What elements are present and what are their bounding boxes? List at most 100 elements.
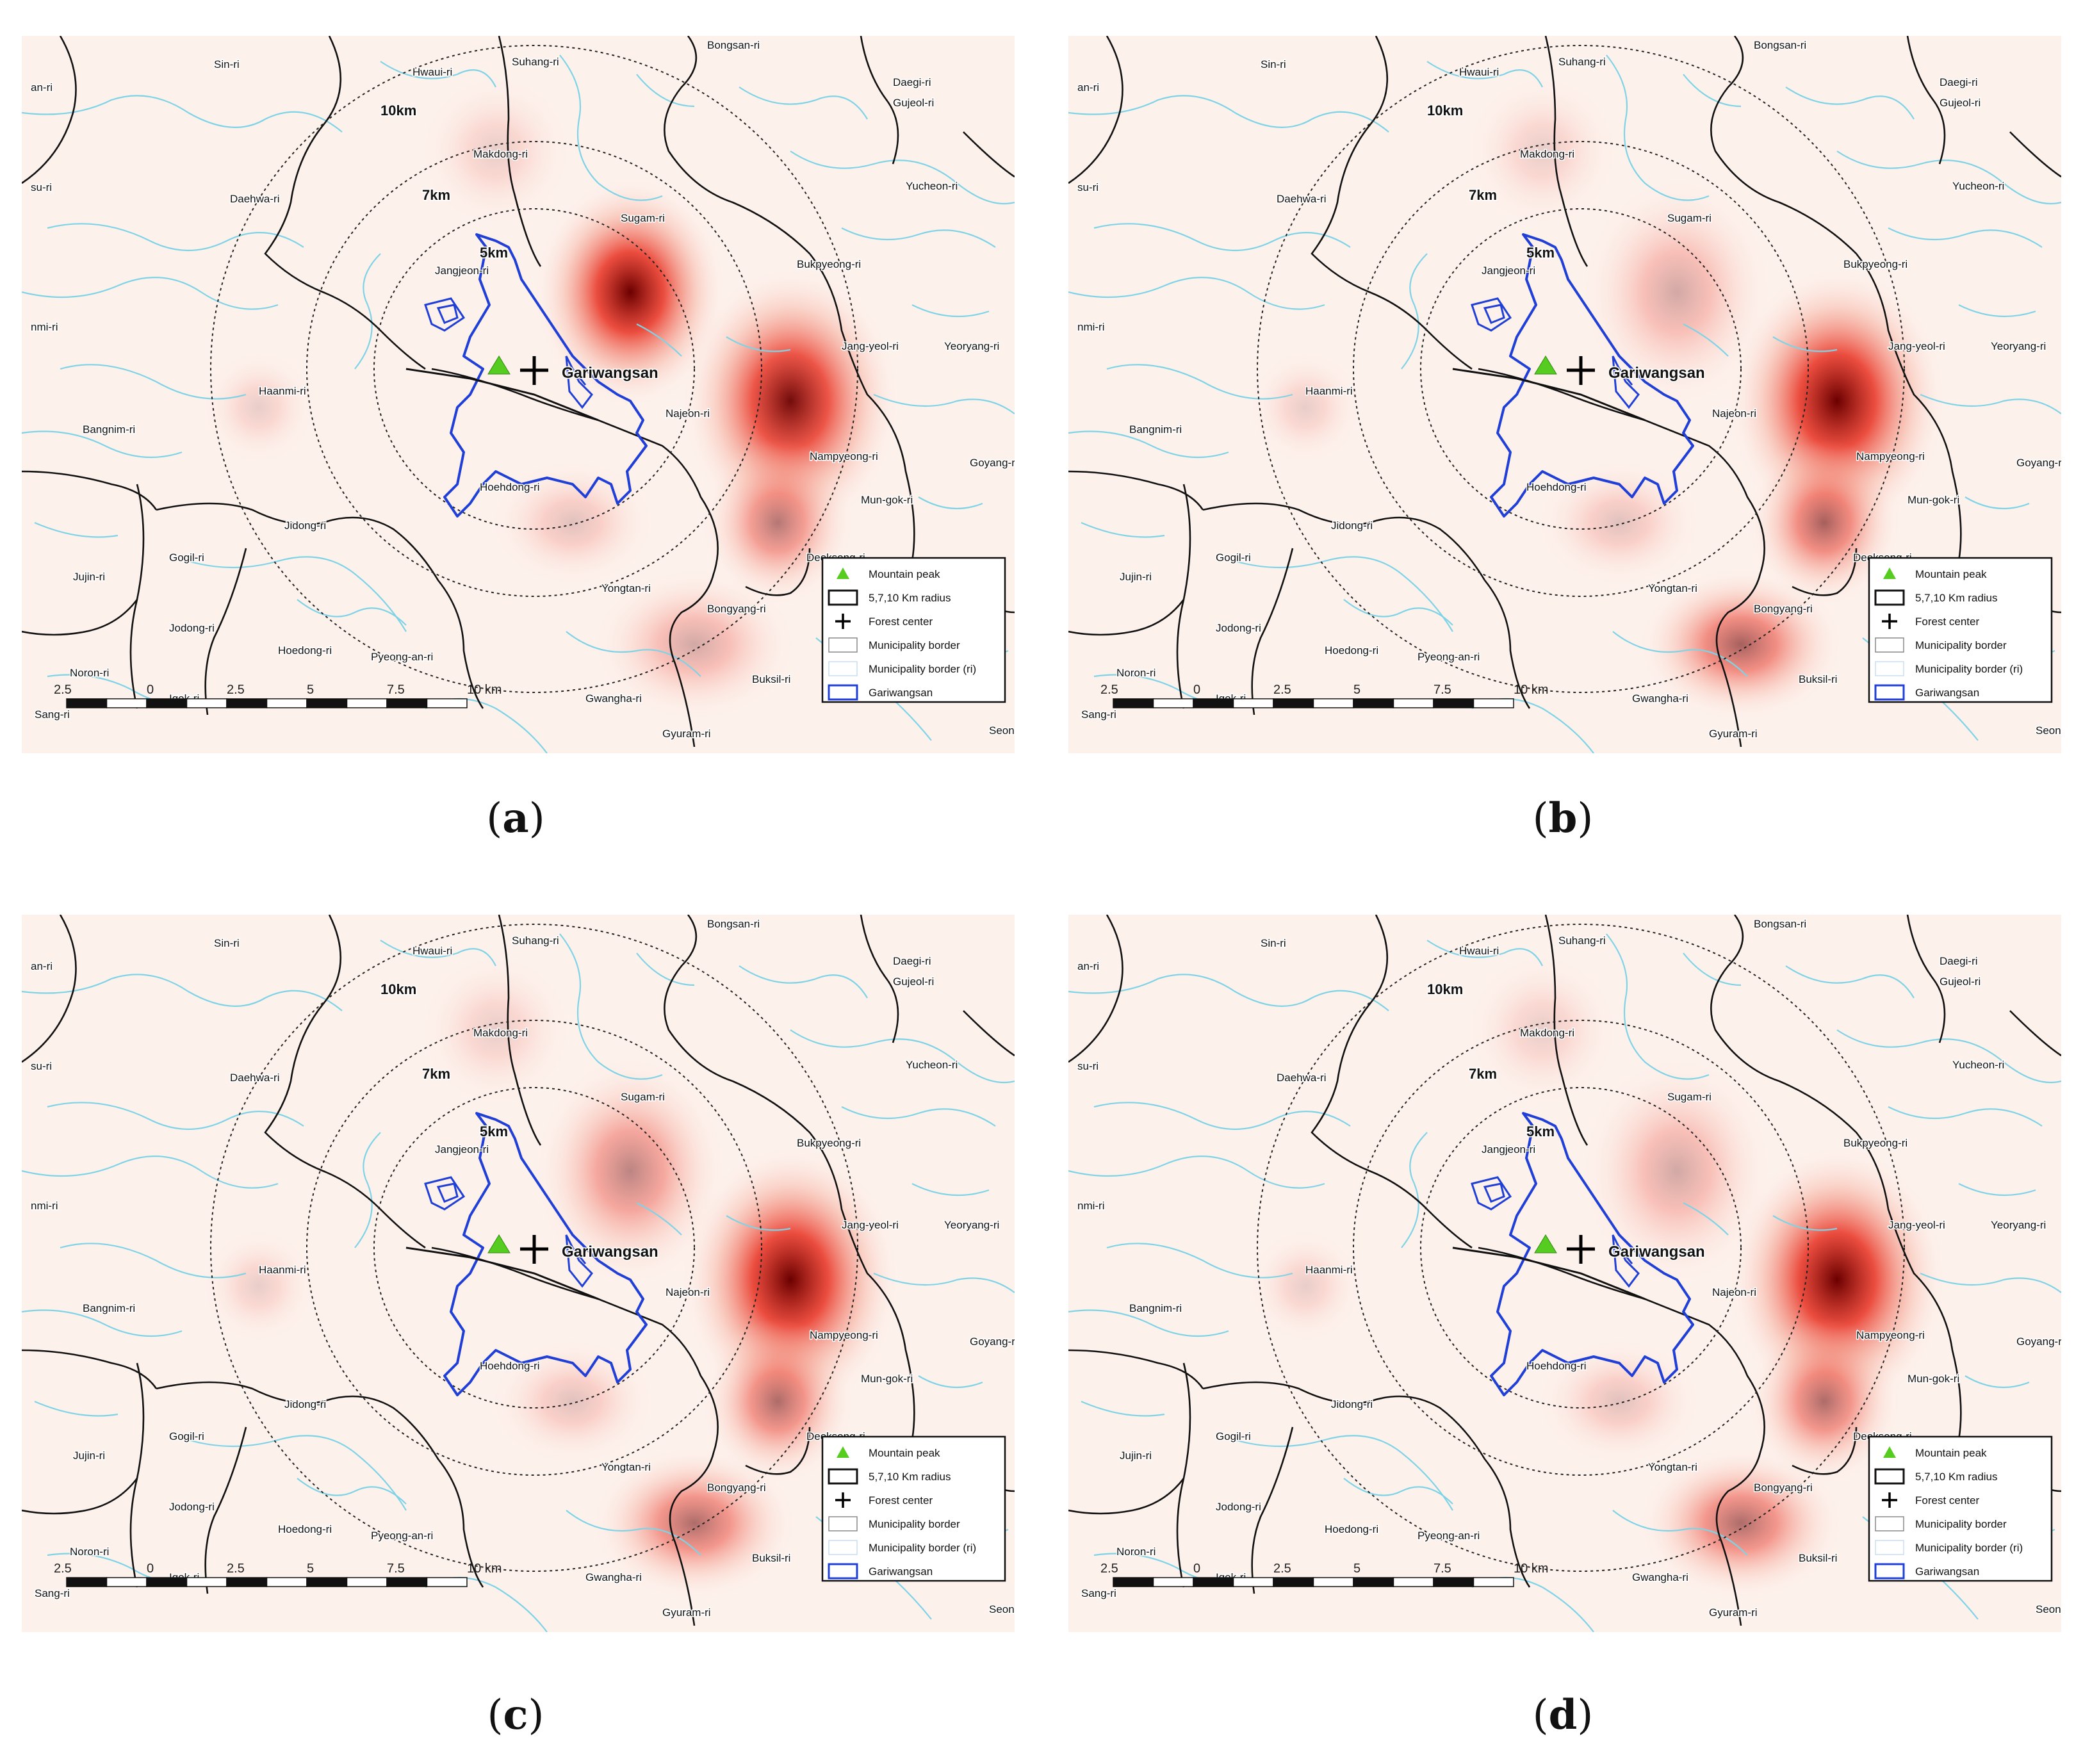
scale-bar-segment	[1232, 698, 1274, 708]
river-line	[1093, 1102, 1351, 1131]
place-label: Jodong-ri	[169, 1501, 215, 1513]
gariwangsan-boundary	[1490, 233, 1694, 518]
place-label: Jang-yeol-ri	[1888, 340, 1945, 352]
municipality-border	[1906, 915, 1946, 1043]
legend-label: 5,7,10 Km radius	[869, 1471, 951, 1483]
legend-box	[1868, 557, 2053, 703]
radius-circle	[210, 45, 858, 693]
place-label: Yucheon-ri	[1952, 1059, 2004, 1071]
heat-hotspot	[1248, 350, 1363, 465]
river-line	[739, 965, 868, 999]
legend-label: Mountain peak	[1915, 568, 1987, 580]
place-label: nmi-ri	[1077, 1200, 1105, 1212]
place-label: Jodong-ri	[169, 622, 215, 634]
place-label: Jujin-ri	[1120, 1450, 1152, 1462]
forest-center-icon	[1567, 1235, 1595, 1264]
place-label: Noron-ri	[1116, 667, 1156, 679]
scale-bar-segment	[266, 698, 307, 708]
municipality-border	[22, 599, 138, 636]
legend-symbol	[828, 1540, 858, 1555]
river-line	[1234, 556, 1453, 632]
heat-hotspot	[489, 459, 656, 587]
place-label: Daegi-ri	[1940, 76, 1978, 88]
heat-hotspot	[489, 1337, 656, 1466]
river-line	[60, 1243, 247, 1278]
river-line	[380, 940, 496, 967]
place-label: Hoedong-ri	[278, 1523, 332, 1535]
legend-symbol	[1883, 568, 1896, 579]
scale-tick-label: 2.5	[1273, 1562, 1291, 1576]
place-label: Jang-yeol-ri	[842, 340, 899, 352]
scale-bar-segment	[1152, 1577, 1194, 1587]
map-svg: Sin-ri Hwaui-ri Suhang-ri Bongsan-ri Daegi-r…	[22, 36, 1015, 753]
place-label: Suhang-ri	[1558, 56, 1606, 68]
place-label: Bukpyeong-ri	[797, 258, 861, 270]
river-line	[47, 1102, 304, 1131]
place-label: Sang-ri	[1081, 1587, 1116, 1599]
heat-hotspot	[201, 350, 316, 465]
municipality-border	[498, 915, 542, 1146]
map-panel-a: Sin-ri Hwaui-ri Suhang-ri Bongsan-ri Daegi-r…	[22, 36, 1015, 753]
place-label: Mun-gok-ri	[861, 1373, 913, 1385]
heat-hotspot	[701, 1318, 854, 1485]
place-label: Seong	[2036, 724, 2061, 737]
river-line	[636, 74, 695, 108]
municipality-border	[498, 36, 542, 267]
place-label: Yeoryang-ri	[944, 340, 999, 352]
place-label: Gwangha-ri	[1632, 692, 1688, 705]
scale-tick-label: 2.5	[1100, 1562, 1118, 1576]
municipality-border	[431, 1246, 719, 1626]
place-label: Jang-yeol-ri	[842, 1219, 899, 1231]
legend-box	[1868, 1435, 2053, 1582]
place-label: Bukpyeong-ri	[1843, 258, 1907, 270]
river-line	[1683, 952, 1742, 986]
river-line	[1068, 430, 1229, 459]
river-line	[22, 430, 183, 459]
place-label: Gariwangsan	[562, 364, 658, 382]
legend-symbol	[828, 637, 858, 653]
scale-bar-segment	[1393, 698, 1434, 708]
scale-bar-segment	[1393, 1577, 1434, 1587]
river-line	[636, 323, 682, 357]
scale-bar-segment	[1113, 1577, 1154, 1587]
municipality-border	[1251, 1426, 1294, 1594]
gariwangsan-boundary	[443, 1112, 648, 1396]
scale-tick-label: 2.5	[54, 1562, 72, 1576]
municipality-border	[1906, 36, 1946, 165]
place-label: Noron-ri	[70, 1546, 109, 1558]
legend-symbol	[1874, 1563, 1905, 1580]
place-label: su-ri	[1077, 181, 1099, 193]
place-label: Suhang-ri	[512, 56, 559, 68]
municipality-border	[1478, 1246, 1765, 1626]
place-label: Gogil-ri	[1216, 551, 1251, 564]
river-line	[1888, 1106, 2043, 1127]
place-label: Daehwa-ri	[1277, 193, 1326, 205]
municipality-border	[431, 368, 719, 747]
place-label: Hoehdong-ri	[480, 481, 540, 493]
radius-circle	[306, 141, 762, 597]
radius-circle	[210, 924, 858, 1572]
municipality-border	[1710, 36, 1962, 562]
place-label: Jodong-ri	[1216, 1501, 1261, 1513]
river-line	[1068, 974, 1389, 1011]
place-label: Haanmi-ri	[259, 385, 306, 397]
place-label: Gujeol-ri	[1940, 976, 1981, 988]
place-label: Pyeong-an-ri	[1417, 1530, 1480, 1542]
legend-label: Municipality border (ri)	[1915, 663, 2023, 675]
legend-symbol	[1882, 1492, 1897, 1508]
river-line	[1106, 364, 1293, 400]
municipality-border	[22, 1349, 158, 1389]
scale-bar-segment	[1152, 698, 1194, 708]
scale-bar-segment	[186, 698, 227, 708]
place-label: Jang-yeol-ri	[1888, 1219, 1945, 1231]
municipality-border	[664, 36, 915, 562]
legend-label: Municipality border (ri)	[1915, 1542, 2023, 1554]
place-label: an-ri	[1077, 960, 1099, 972]
place-label: Noron-ri	[1116, 1546, 1156, 1558]
municipality-border	[1068, 470, 1204, 510]
map-panel-b: Sin-ri Hwaui-ri Suhang-ri Bongsan-ri Daegi-r…	[1068, 36, 2061, 753]
municipality-border	[1068, 1349, 1204, 1389]
road-line	[1452, 368, 1646, 421]
legend-label: Municipality border (ri)	[869, 1542, 976, 1554]
scale-tick-label: 5	[307, 1562, 314, 1576]
